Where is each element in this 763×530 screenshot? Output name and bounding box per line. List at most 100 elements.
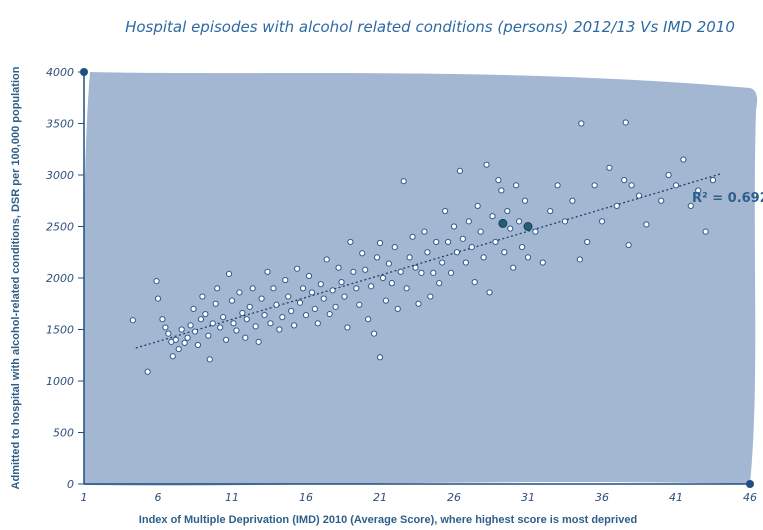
x-axis-end-dot bbox=[746, 480, 754, 488]
data-point bbox=[359, 250, 366, 257]
data-point bbox=[433, 238, 440, 246]
x-tick-label: 16 bbox=[299, 491, 313, 504]
data-point bbox=[347, 238, 354, 246]
data-point bbox=[516, 218, 523, 225]
data-point bbox=[175, 345, 182, 353]
data-point bbox=[320, 295, 327, 302]
data-point bbox=[576, 256, 583, 263]
data-point bbox=[394, 305, 401, 312]
data-point bbox=[344, 324, 351, 331]
chart-title: Hospital episodes with alcohol related c… bbox=[125, 18, 735, 36]
y-tick-label: 1000 bbox=[46, 375, 74, 388]
data-point bbox=[206, 356, 213, 363]
data-point bbox=[317, 281, 324, 288]
data-point bbox=[430, 269, 437, 276]
data-point bbox=[276, 326, 283, 333]
data-point bbox=[709, 177, 717, 184]
data-point bbox=[510, 264, 517, 271]
data-point bbox=[314, 320, 321, 327]
data-point bbox=[332, 303, 339, 310]
data-point bbox=[613, 202, 620, 209]
data-point bbox=[184, 334, 191, 341]
data-point bbox=[391, 244, 398, 251]
data-point bbox=[524, 254, 532, 261]
data-point bbox=[621, 177, 628, 184]
data-point bbox=[680, 156, 687, 163]
plot-area bbox=[84, 72, 758, 486]
data-point bbox=[687, 202, 694, 209]
data-point bbox=[178, 326, 185, 333]
data-point bbox=[465, 218, 472, 225]
data-point bbox=[498, 187, 505, 194]
data-point bbox=[165, 330, 172, 337]
x-tick-labels: 1 6 11 16 21 26 31 36 41 46 bbox=[81, 491, 758, 504]
data-point bbox=[382, 297, 390, 304]
y-tick-label: 2000 bbox=[46, 272, 74, 285]
data-point bbox=[288, 307, 295, 315]
data-point bbox=[162, 324, 169, 331]
x-tick-label: 1 bbox=[81, 491, 88, 504]
data-point bbox=[507, 225, 514, 232]
y-tick-label: 4000 bbox=[46, 66, 74, 79]
data-point bbox=[154, 295, 162, 302]
data-point bbox=[406, 254, 413, 261]
data-point bbox=[252, 323, 259, 330]
data-point bbox=[199, 293, 206, 300]
data-point bbox=[353, 285, 360, 292]
data-point bbox=[236, 289, 243, 296]
x-axis-label: Index of Multiple Deprivation (IMD) 2010… bbox=[139, 514, 637, 526]
data-point bbox=[230, 320, 237, 327]
data-point bbox=[350, 268, 357, 275]
data-point bbox=[447, 269, 455, 276]
data-point bbox=[468, 244, 475, 251]
y-axis-label: Admitted to hospital with alcohol-relate… bbox=[10, 66, 22, 489]
data-point bbox=[521, 197, 529, 204]
data-point bbox=[501, 249, 508, 256]
x-tick-label: 11 bbox=[225, 491, 239, 504]
highlighted-point bbox=[523, 222, 533, 231]
data-point bbox=[436, 280, 443, 287]
data-point bbox=[144, 368, 151, 375]
data-point bbox=[370, 330, 378, 337]
data-point bbox=[264, 268, 271, 275]
data-point bbox=[400, 178, 407, 185]
data-point bbox=[695, 187, 702, 194]
data-point bbox=[532, 228, 539, 235]
data-point bbox=[335, 264, 342, 271]
data-point bbox=[474, 202, 481, 209]
data-point bbox=[299, 285, 307, 292]
data-point bbox=[442, 207, 449, 215]
data-point bbox=[261, 311, 268, 319]
data-point bbox=[591, 182, 598, 189]
x-tick-label: 41 bbox=[669, 491, 683, 504]
data-point bbox=[665, 171, 672, 179]
data-point bbox=[453, 249, 461, 256]
data-point bbox=[606, 164, 613, 171]
data-point bbox=[249, 285, 256, 292]
data-point bbox=[376, 354, 384, 361]
data-point bbox=[329, 287, 336, 294]
data-point bbox=[209, 320, 216, 327]
data-point bbox=[214, 285, 221, 292]
data-point bbox=[421, 228, 428, 235]
data-point bbox=[483, 161, 490, 168]
data-point bbox=[635, 192, 643, 199]
x-tick-label: 31 bbox=[521, 491, 535, 504]
data-point bbox=[323, 256, 330, 263]
data-point bbox=[578, 120, 585, 127]
data-point bbox=[486, 289, 493, 296]
x-tick-label: 46 bbox=[743, 491, 757, 504]
data-point bbox=[622, 119, 629, 126]
y-tick-label: 500 bbox=[53, 427, 74, 440]
data-point bbox=[480, 254, 487, 261]
data-point bbox=[444, 238, 452, 246]
data-point bbox=[338, 279, 345, 286]
data-point bbox=[341, 293, 348, 300]
data-point bbox=[397, 268, 404, 275]
data-point bbox=[418, 269, 425, 276]
y-tick-label: 3500 bbox=[46, 118, 74, 131]
data-point bbox=[492, 238, 499, 246]
data-point bbox=[477, 228, 484, 235]
data-point bbox=[153, 277, 160, 285]
